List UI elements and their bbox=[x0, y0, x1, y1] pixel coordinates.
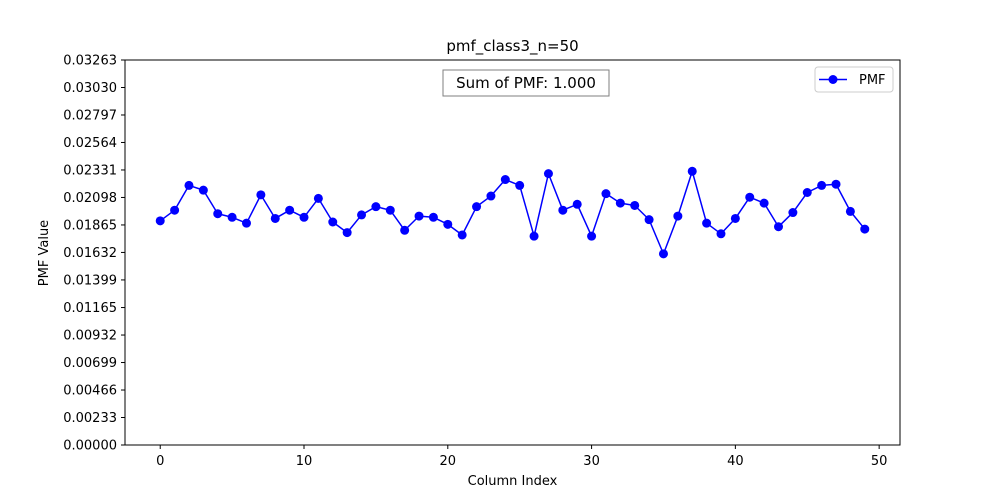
legend-label: PMF bbox=[859, 73, 886, 88]
x-tick-label: 10 bbox=[296, 454, 313, 469]
data-point bbox=[716, 229, 726, 239]
data-point bbox=[313, 193, 323, 203]
data-point bbox=[500, 175, 510, 185]
data-point bbox=[687, 166, 697, 176]
data-point bbox=[673, 211, 683, 221]
x-tick-label: 20 bbox=[440, 454, 457, 469]
data-point bbox=[385, 205, 395, 215]
y-tick-label: 0.00699 bbox=[63, 356, 117, 371]
annotation-text: Sum of PMF: 1.000 bbox=[456, 74, 596, 92]
data-point bbox=[845, 206, 855, 216]
data-point bbox=[802, 188, 812, 198]
data-point bbox=[759, 198, 769, 208]
data-point bbox=[155, 216, 165, 226]
y-tick-label: 0.01865 bbox=[63, 218, 117, 233]
data-point bbox=[170, 205, 180, 215]
data-point bbox=[644, 215, 654, 225]
data-point bbox=[615, 198, 625, 208]
y-tick-label: 0.02564 bbox=[63, 136, 117, 151]
sum-annotation: Sum of PMF: 1.000 bbox=[442, 69, 610, 97]
legend: PMF bbox=[814, 66, 894, 93]
data-point bbox=[241, 218, 251, 228]
legend-frame bbox=[814, 66, 894, 93]
data-point bbox=[774, 222, 784, 232]
data-point bbox=[184, 180, 194, 190]
data-point bbox=[831, 179, 841, 189]
data-point bbox=[400, 225, 410, 235]
data-point bbox=[328, 217, 338, 227]
y-tick-label: 0.03263 bbox=[63, 54, 117, 69]
data-point bbox=[817, 180, 827, 190]
data-point bbox=[213, 209, 223, 219]
legend-marker-icon bbox=[828, 75, 838, 84]
y-tick-label: 0.00466 bbox=[63, 384, 117, 399]
y-axis-title: PMF Value bbox=[37, 220, 52, 286]
y-tick-label: 0.03030 bbox=[63, 81, 117, 96]
data-point bbox=[572, 199, 582, 209]
y-tick-label: 0.02331 bbox=[63, 163, 117, 178]
data-point bbox=[860, 224, 870, 234]
plot-area bbox=[155, 166, 870, 259]
y-tick-label: 0.00932 bbox=[63, 329, 117, 344]
data-point bbox=[788, 208, 798, 218]
y-tick-label: 0.00233 bbox=[63, 411, 117, 426]
y-tick-label: 0.01632 bbox=[63, 246, 117, 261]
data-point bbox=[198, 185, 208, 195]
data-point bbox=[745, 192, 755, 202]
data-point bbox=[486, 191, 496, 201]
annotation-frame bbox=[442, 69, 610, 97]
x-tick-label: 50 bbox=[871, 454, 888, 469]
x-tick-label: 0 bbox=[156, 454, 164, 469]
data-point bbox=[357, 210, 367, 220]
data-point bbox=[515, 180, 525, 190]
plot-frame bbox=[124, 59, 901, 446]
data-point bbox=[285, 205, 295, 215]
y-tick-label: 0.01399 bbox=[63, 273, 117, 288]
data-point bbox=[730, 213, 740, 223]
data-point bbox=[227, 212, 237, 222]
data-point bbox=[428, 212, 438, 222]
data-point bbox=[630, 200, 640, 210]
data-point bbox=[371, 202, 381, 212]
x-axis-title: Column Index bbox=[468, 474, 558, 489]
y-tick-label: 0.02098 bbox=[63, 191, 117, 206]
x-tick-label: 40 bbox=[727, 454, 744, 469]
data-point bbox=[702, 218, 712, 228]
data-point bbox=[457, 230, 467, 240]
data-point bbox=[558, 205, 568, 215]
y-tick-label: 0.02797 bbox=[63, 108, 117, 123]
y-tick-label: 0.00000 bbox=[63, 439, 117, 454]
data-point bbox=[658, 249, 668, 259]
x-tick-label: 30 bbox=[583, 454, 600, 469]
series-line bbox=[159, 170, 866, 255]
data-point bbox=[443, 219, 453, 229]
data-point bbox=[342, 228, 352, 238]
data-point bbox=[529, 231, 539, 241]
data-point bbox=[587, 231, 597, 241]
data-point bbox=[270, 213, 280, 223]
data-point bbox=[601, 189, 611, 199]
data-point bbox=[299, 212, 309, 222]
data-point bbox=[472, 202, 482, 212]
data-point bbox=[543, 169, 553, 179]
y-tick-label: 0.01165 bbox=[63, 301, 117, 316]
chart-title: pmf_class3_n=50 bbox=[446, 37, 578, 56]
data-point bbox=[256, 190, 266, 200]
data-point bbox=[414, 211, 424, 221]
axes: 0 10 20 30 40 50 0.00000 0.00233 0.00466 0.00699 0… bbox=[63, 54, 887, 470]
